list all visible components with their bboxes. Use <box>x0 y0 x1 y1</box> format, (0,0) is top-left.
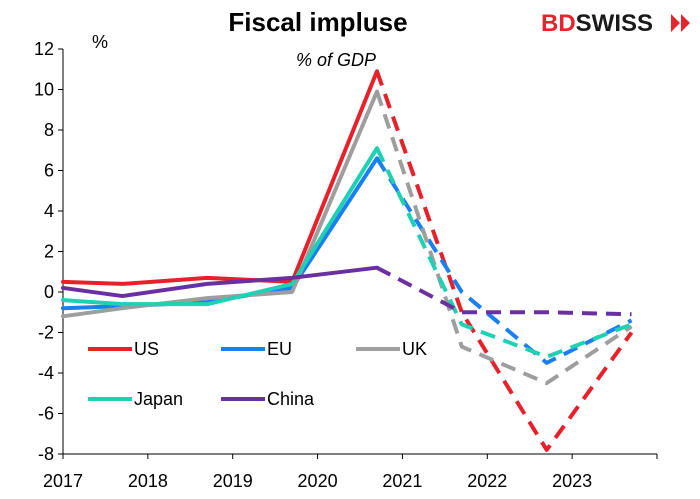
legend: US EU UK Japan China <box>88 339 427 409</box>
legend-label-japan: Japan <box>134 389 183 409</box>
legend-label-us: US <box>134 339 159 359</box>
brand-arrows-icon <box>671 14 690 32</box>
x-tick-label: 2017 <box>43 471 83 491</box>
legend-label-eu: EU <box>267 339 292 359</box>
svg-text:BDSWISS: BDSWISS <box>541 10 653 37</box>
chart-title: Fiscal impluse <box>228 7 407 37</box>
series-china-actual <box>61 265 379 299</box>
y-tick-label: -6 <box>38 404 54 424</box>
series-china-projection <box>376 265 632 317</box>
x-tick-label: 2023 <box>552 471 592 491</box>
brand-prefix: BD <box>541 10 576 37</box>
y-tick-label: 6 <box>44 161 54 181</box>
y-tick-label: 2 <box>44 242 54 262</box>
chart-subtitle: % of GDP <box>296 50 376 70</box>
x-tick-label: 2021 <box>382 471 422 491</box>
series-uk-actual <box>61 89 379 319</box>
y-tick-label: 4 <box>44 201 54 221</box>
axes: -8 -6 -4 -2 0 2 4 6 8 10 12 2017 2018 2019 2020 2021 202… <box>34 39 658 491</box>
x-tick-label: 2018 <box>128 471 168 491</box>
brand-logo: BDSWISS <box>541 10 690 37</box>
series-eu-actual <box>61 156 379 311</box>
x-tick-label: 2022 <box>467 471 507 491</box>
legend-label-china: China <box>267 389 315 409</box>
y-tick-label: 10 <box>34 80 54 100</box>
y-tick-label: -4 <box>38 363 54 383</box>
y-tick-label: -2 <box>38 323 54 343</box>
series-japan-projection <box>375 147 633 359</box>
y-tick-label: 12 <box>34 39 54 59</box>
y-tick-label: 0 <box>44 282 54 302</box>
x-tick-label: 2020 <box>298 471 338 491</box>
legend-label-uk: UK <box>402 339 427 359</box>
brand-suffix: SWISS <box>576 10 653 37</box>
y-tick-label: -8 <box>38 444 54 464</box>
y-tick-label: 8 <box>44 120 54 140</box>
series-uk-projection <box>375 90 633 386</box>
series-japan-actual <box>61 146 379 307</box>
series-lines <box>61 69 634 452</box>
x-tick-label: 2019 <box>213 471 253 491</box>
series-us-projection <box>375 70 634 452</box>
series-eu-projection <box>375 157 633 365</box>
series-us-actual <box>61 69 379 286</box>
y-unit-label: % <box>92 32 108 52</box>
